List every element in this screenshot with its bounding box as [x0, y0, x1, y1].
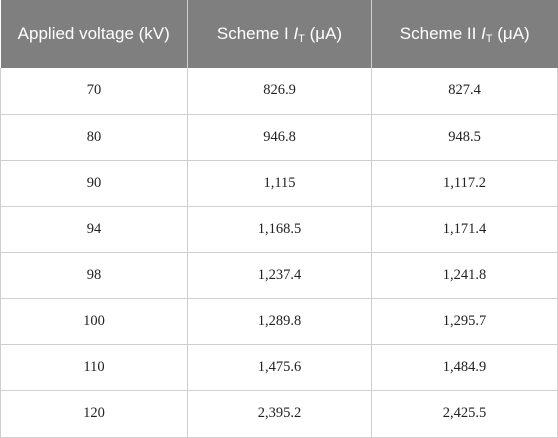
current-subscript: T — [485, 33, 493, 45]
cell-voltage: 90 — [0, 160, 188, 207]
table-row: 120 2,395.2 2,425.5 — [0, 390, 558, 438]
cell-voltage: 98 — [0, 252, 188, 299]
current-symbol: I — [293, 24, 299, 43]
cell-scheme-1: 1,289.8 — [187, 298, 372, 345]
cell-scheme-1: 826.9 — [187, 68, 372, 115]
cell-scheme-2: 827.4 — [371, 68, 558, 115]
table-row: 94 1,168.5 1,171.4 — [0, 206, 558, 253]
cell-voltage: 110 — [0, 344, 188, 391]
cell-scheme-2: 1,171.4 — [371, 206, 558, 253]
cell-scheme-1: 946.8 — [187, 114, 372, 161]
cell-voltage: 100 — [0, 298, 188, 345]
table-row: 80 946.8 948.5 — [0, 114, 558, 161]
unit-label: (μA) — [304, 24, 343, 43]
cell-voltage: 94 — [0, 206, 188, 253]
unit-label: (μA) — [492, 24, 530, 43]
table-body: 70 826.9 827.4 80 946.8 948.5 90 1,115 1… — [0, 68, 558, 438]
cell-voltage: 70 — [0, 68, 188, 115]
cell-scheme-1: 1,237.4 — [187, 252, 372, 299]
cell-voltage: 120 — [0, 390, 188, 438]
header-row: Applied voltage (kV) Scheme I IT (μA) Sc… — [0, 0, 558, 68]
current-subscript: T — [298, 33, 305, 45]
cell-scheme-1: 1,475.6 — [187, 344, 372, 391]
cell-scheme-1: 1,115 — [187, 160, 372, 207]
cell-scheme-1: 2,395.2 — [187, 390, 372, 438]
cell-scheme-2: 2,425.5 — [371, 390, 558, 438]
table-header: Applied voltage (kV) Scheme I IT (μA) Sc… — [0, 0, 558, 68]
table-row: 70 826.9 827.4 — [0, 68, 558, 115]
header-scheme-2-label: Scheme II — [399, 24, 482, 43]
cell-scheme-1: 1,168.5 — [187, 206, 372, 253]
table-row: 90 1,115 1,117.2 — [0, 160, 558, 207]
header-scheme-1: Scheme I IT (μA) — [187, 0, 372, 68]
cell-scheme-2: 1,117.2 — [371, 160, 558, 207]
cell-scheme-2: 1,241.8 — [371, 252, 558, 299]
cell-scheme-2: 1,484.9 — [371, 344, 558, 391]
table-row: 100 1,289.8 1,295.7 — [0, 298, 558, 345]
cell-voltage: 80 — [0, 114, 188, 161]
cell-scheme-2: 1,295.7 — [371, 298, 558, 345]
header-scheme-2: Scheme II IT (μA) — [371, 0, 558, 68]
table-row: 110 1,475.6 1,484.9 — [0, 344, 558, 391]
current-symbol: I — [481, 24, 486, 43]
header-applied-voltage: Applied voltage (kV) — [0, 0, 188, 68]
table-row: 98 1,237.4 1,241.8 — [0, 252, 558, 299]
cell-scheme-2: 948.5 — [371, 114, 558, 161]
header-scheme-1-label: Scheme I — [216, 24, 294, 43]
